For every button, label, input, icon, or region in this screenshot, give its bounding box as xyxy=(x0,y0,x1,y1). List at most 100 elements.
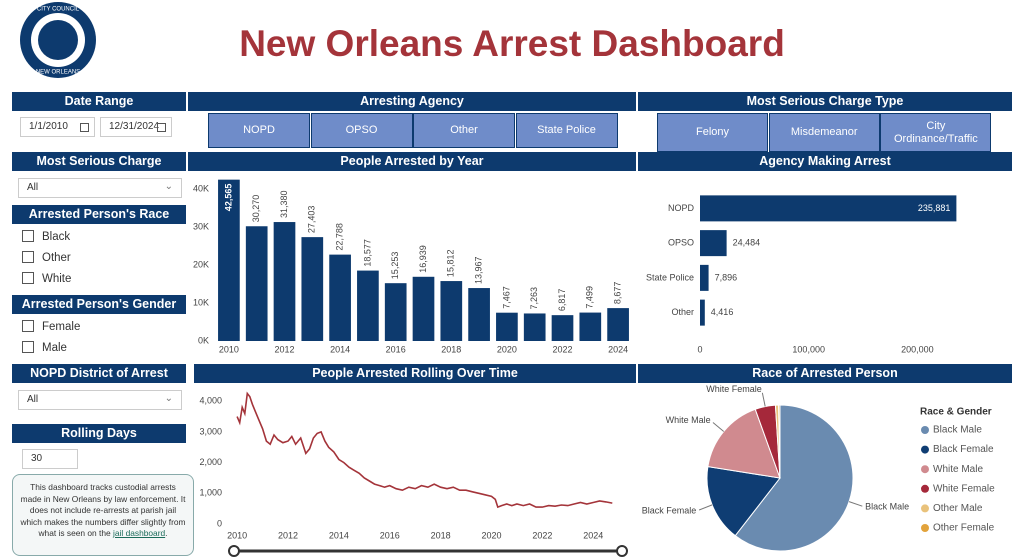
pie-slice xyxy=(707,408,781,479)
option-label: Male xyxy=(42,342,67,354)
section-header: Arrested Person's Race xyxy=(12,205,186,224)
bar xyxy=(301,237,324,341)
legend-swatch xyxy=(921,524,929,532)
checkbox-option[interactable]: Female xyxy=(22,320,80,336)
filter-button[interactable]: City Ordinance/Traffic xyxy=(880,113,992,152)
checkbox[interactable] xyxy=(22,320,34,332)
note-text: . xyxy=(165,528,168,538)
checkbox[interactable] xyxy=(22,251,34,263)
x-tick-label: 2014 xyxy=(330,344,350,354)
value-label: 4,416 xyxy=(711,307,734,317)
x-tick-label: 2012 xyxy=(278,530,298,540)
x-tick-label: 2024 xyxy=(583,530,603,540)
bar xyxy=(700,230,727,257)
bar xyxy=(245,226,268,341)
date-input[interactable]: 12/31/2024 xyxy=(100,117,172,137)
info-note: This dashboard tracks custodial arrests … xyxy=(12,474,194,556)
checkbox-option[interactable]: Other xyxy=(22,251,71,267)
logo-text: NEW ORLEANS xyxy=(36,70,80,76)
legend-swatch xyxy=(921,426,929,434)
section-header: Agency Making Arrest xyxy=(638,152,1012,171)
section-header: Rolling Days xyxy=(12,424,186,443)
leader-line xyxy=(848,501,863,507)
checkbox[interactable] xyxy=(22,272,34,284)
section-header: Date Range xyxy=(12,92,186,111)
y-tick-label: 30K xyxy=(193,222,209,232)
filter-button[interactable]: OPSO xyxy=(310,113,413,148)
filter-button[interactable]: Misdemeanor xyxy=(768,113,880,152)
y-tick-label: 0K xyxy=(198,335,209,345)
section-header: People Arrested by Year xyxy=(188,152,636,171)
checkbox-option[interactable]: Male xyxy=(22,341,67,357)
calendar-icon xyxy=(80,123,89,132)
value-label: 7,499 xyxy=(585,286,595,309)
chevron: ⌄ xyxy=(164,393,173,404)
checkbox[interactable] xyxy=(22,230,34,242)
calendar-icon xyxy=(157,123,166,132)
filter-button[interactable]: Other xyxy=(413,113,515,148)
logo-text: CITY COUNCIL xyxy=(37,7,80,13)
bar xyxy=(579,312,602,341)
x-tick-label: 2012 xyxy=(274,344,294,354)
dropdown[interactable]: All ⌄ xyxy=(18,178,182,198)
dropdown-value: All xyxy=(27,182,39,193)
date-input[interactable]: 1/1/2010 xyxy=(20,117,95,137)
note-link[interactable]: jail dashboard xyxy=(113,528,166,538)
section-header: Most Serious Charge Type xyxy=(638,92,1012,111)
bar xyxy=(357,270,379,341)
bar xyxy=(329,254,351,341)
bar xyxy=(523,313,546,341)
y-tick-label: 20K xyxy=(193,260,209,270)
y-tick-label: 40K xyxy=(193,184,209,194)
x-tick-label: 2018 xyxy=(431,530,451,540)
x-tick-label: 0 xyxy=(697,344,702,354)
y-tick-label: 1,000 xyxy=(199,488,222,498)
category-label: Other xyxy=(671,307,694,317)
category-label: State Police xyxy=(646,272,694,282)
section-header: Arresting Agency xyxy=(188,92,636,111)
option-label: Other xyxy=(42,252,71,264)
legend-label: Other Female xyxy=(933,523,995,534)
category-label: OPSO xyxy=(668,238,694,248)
date-value: 12/31/2024 xyxy=(109,121,160,132)
bar xyxy=(496,312,518,341)
value-label: 15,812 xyxy=(446,250,456,278)
bar xyxy=(700,195,957,222)
filter-button[interactable]: Felony xyxy=(657,113,768,152)
x-tick-label: 2020 xyxy=(497,344,517,354)
x-tick-label: 2022 xyxy=(552,344,572,354)
slice-label: Black Male xyxy=(865,502,909,512)
bar xyxy=(273,222,296,341)
value-label: 42,565 xyxy=(223,184,233,212)
x-tick-label: 2014 xyxy=(329,530,349,540)
checkbox-option[interactable]: White xyxy=(22,272,71,288)
legend-swatch xyxy=(921,465,929,474)
value-label: 13,967 xyxy=(473,257,483,285)
line xyxy=(236,391,613,509)
section-header: NOPD District of Arrest xyxy=(12,364,186,383)
dropdown[interactable]: All ⌄ xyxy=(18,390,182,410)
bar xyxy=(700,299,705,326)
legend-label: White Female xyxy=(933,483,995,494)
number-input[interactable]: 30 xyxy=(22,449,78,469)
bar xyxy=(700,264,709,291)
slider-handle[interactable] xyxy=(228,545,240,557)
y-tick-label: 10K xyxy=(193,297,209,307)
legend-title: Race & Gender xyxy=(920,407,992,418)
bar xyxy=(440,281,463,341)
x-tick-label: 2022 xyxy=(532,530,552,540)
legend-swatch xyxy=(921,504,929,513)
filter-button[interactable]: State Police xyxy=(515,113,618,148)
checkbox[interactable] xyxy=(22,341,34,353)
filter-button[interactable]: NOPD xyxy=(208,113,310,148)
bar xyxy=(384,283,407,341)
value-label: 22,788 xyxy=(334,223,344,251)
section-header: Most Serious Charge xyxy=(12,152,186,171)
pie-slice xyxy=(706,466,781,537)
checkbox-option[interactable]: Black xyxy=(22,230,70,246)
value-label: 6,817 xyxy=(557,289,567,312)
value-label: 24,484 xyxy=(733,238,761,248)
logo-seal xyxy=(38,20,78,60)
date-value: 1/1/2010 xyxy=(29,121,68,132)
slider-handle[interactable] xyxy=(616,545,628,557)
